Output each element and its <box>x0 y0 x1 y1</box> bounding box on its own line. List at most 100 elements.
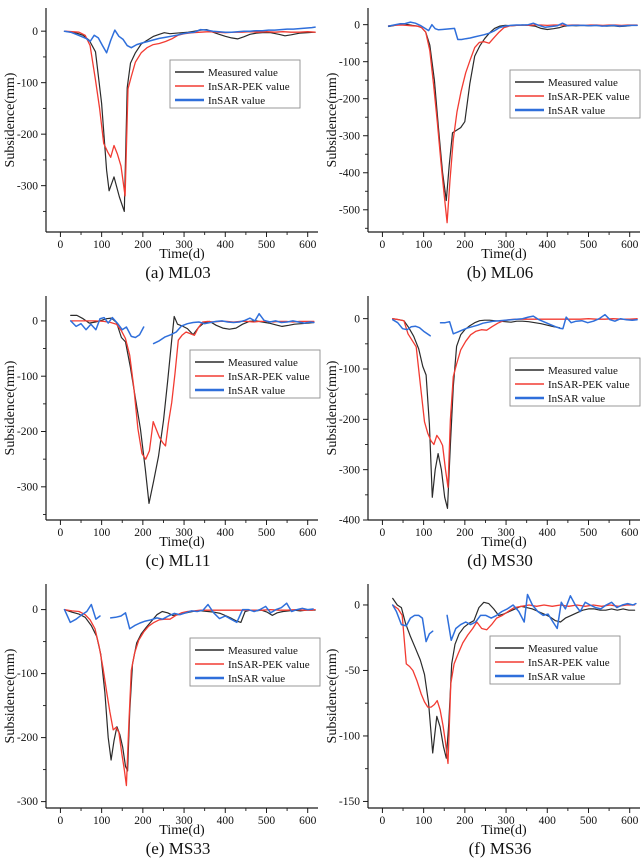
chart-c-caption: (c) ML11 <box>145 551 211 570</box>
chart-d-canvas: 0 100 200 300 400 500 600 Time(d) 0 -100 -200 -300 -… <box>325 296 641 550</box>
y-tick-label: -150 <box>339 796 360 808</box>
x-tick-label: 0 <box>58 239 64 251</box>
legend-item-label: InSAR value <box>228 673 285 685</box>
legend-item-label: InSAR-PEK value <box>548 379 630 391</box>
chart-panel-f: 0 100 200 300 400 500 600 Time(d) 0 -50 -100 -150 Su… <box>322 576 644 864</box>
series-measured-value <box>392 597 636 759</box>
series-insar-value <box>387 21 638 41</box>
x-tick-label: 600 <box>299 815 317 827</box>
x-tick-label: 300 <box>497 815 515 827</box>
legend-item-label: InSAR-PEK value <box>528 657 610 669</box>
x-tick-label: 500 <box>258 527 276 539</box>
legend-item-label: InSAR-PEK value <box>228 371 310 383</box>
y-tick-label: 0 <box>32 315 38 327</box>
x-tick-label: 100 <box>415 815 433 827</box>
x-tick-label: 0 <box>380 815 386 827</box>
legend-item-label: InSAR value <box>228 385 285 397</box>
legend-item-label: InSAR value <box>548 393 605 405</box>
axes <box>367 8 640 233</box>
x-tick-label: 200 <box>456 527 474 539</box>
x-tick-label: 200 <box>134 815 152 827</box>
x-tick-label: 100 <box>93 815 111 827</box>
y-tick-label: -200 <box>339 93 360 105</box>
x-tick-label: 500 <box>258 815 276 827</box>
y-tick-label: 0 <box>354 600 360 612</box>
legend-item-label: InSAR-PEK value <box>228 659 310 671</box>
legend-item-label: InSAR value <box>548 105 605 117</box>
chart-e-caption: (e) MS33 <box>145 839 211 858</box>
chart-panel-a: 0 100 200 300 400 500 600 Time(d) 0 -100 -200 -300 S… <box>0 0 322 288</box>
legend-item-label: Measured value <box>548 365 618 377</box>
series-insar-value <box>391 593 637 643</box>
x-axis-label: Time(d) <box>159 535 205 550</box>
y-tick-label: -300 <box>339 130 360 142</box>
legend-item-label: InSAR-PEK value <box>208 81 290 93</box>
y-tick-label: 0 <box>32 604 38 616</box>
legend-item-label: Measured value <box>548 77 618 89</box>
x-tick-label: 500 <box>580 815 598 827</box>
y-axis-label: Subsidence(mm) <box>3 72 18 167</box>
y-tick-label: -100 <box>339 731 360 743</box>
x-tick-label: 300 <box>497 239 515 251</box>
x-tick-label: 100 <box>93 239 111 251</box>
legend-item-label: InSAR value <box>208 95 265 107</box>
x-tick-label: 400 <box>217 527 235 539</box>
x-tick-label: 300 <box>175 239 193 251</box>
series-insar-pek-value <box>63 608 316 787</box>
legend-item-label: Measured value <box>228 357 298 369</box>
x-tick-label: 400 <box>539 527 557 539</box>
y-tick-label: -200 <box>17 129 38 141</box>
x-tick-label: 0 <box>58 527 64 539</box>
y-axis: 0 -100 -200 -300 Subsidence(mm) <box>3 604 46 808</box>
x-tick-label: 600 <box>299 239 317 251</box>
x-axis: 0 100 200 300 400 500 600 Time(d) <box>58 232 317 262</box>
chart-panel-d: 0 100 200 300 400 500 600 Time(d) 0 -100 -200 -300 -… <box>322 288 644 576</box>
y-axis: 0 -100 -200 -300 -400 Subsidence(mm) <box>325 313 368 527</box>
x-axis: 0 100 200 300 400 500 600 Time(d) <box>58 808 317 838</box>
chart-b-caption: (b) ML06 <box>466 263 534 282</box>
x-tick-label: 200 <box>456 239 474 251</box>
y-tick-label: -400 <box>339 515 360 527</box>
y-tick-label: -100 <box>17 668 38 680</box>
chart-e-canvas: 0 100 200 300 400 500 600 Time(d) 0 -100 -200 -300 S… <box>3 584 321 838</box>
series-insar-pek-value <box>63 30 316 197</box>
chart-b-canvas: 0 100 200 300 400 500 600 Time(d) 0 -100 -200 -300 -… <box>325 8 641 262</box>
axes <box>45 296 318 521</box>
series-insar-pek-value <box>387 24 638 224</box>
y-tick-label: -300 <box>17 796 38 808</box>
legend: Measured value InSAR-PEK value InSAR value <box>489 635 621 685</box>
y-tick-label: -500 <box>339 204 360 216</box>
legend-item-label: Measured value <box>528 643 598 655</box>
x-tick-label: 100 <box>415 527 433 539</box>
y-tick-label: -100 <box>339 364 360 376</box>
x-tick-label: 400 <box>217 815 235 827</box>
x-axis: 0 100 200 300 400 500 600 Time(d) <box>380 808 639 838</box>
x-tick-label: 600 <box>621 239 639 251</box>
y-tick-label: 0 <box>354 313 360 325</box>
x-tick-label: 400 <box>217 239 235 251</box>
x-tick-label: 200 <box>456 815 474 827</box>
x-axis: 0 100 200 300 400 500 600 Time(d) <box>380 520 639 550</box>
x-tick-label: 0 <box>380 239 386 251</box>
chart-c-canvas: 0 100 200 300 400 500 600 Time(d) 0 -100 -200 -300 S… <box>3 296 321 550</box>
legend: Measured value InSAR-PEK value InSAR value <box>509 357 641 407</box>
y-axis-label: Subsidence(mm) <box>325 648 340 743</box>
series-insar-value <box>69 312 315 345</box>
y-tick-label: -300 <box>17 481 38 493</box>
y-axis-label: Subsidence(mm) <box>325 72 340 167</box>
x-axis-label: Time(d) <box>159 823 205 838</box>
x-tick-label: 500 <box>258 239 276 251</box>
y-tick-label: -200 <box>17 732 38 744</box>
y-tick-label: -200 <box>17 426 38 438</box>
x-tick-label: 200 <box>134 527 152 539</box>
series-measured-value <box>392 318 561 509</box>
y-axis-label: Subsidence(mm) <box>3 360 18 455</box>
axes <box>367 296 640 521</box>
y-tick-label: -200 <box>339 414 360 426</box>
x-axis-label: Time(d) <box>481 823 527 838</box>
x-tick-label: 600 <box>299 527 317 539</box>
series-insar-value <box>63 26 316 54</box>
legend: Measured value InSAR-PEK value InSAR value <box>509 69 641 119</box>
legend-item-label: Measured value <box>208 67 278 79</box>
y-tick-label: -100 <box>339 56 360 68</box>
